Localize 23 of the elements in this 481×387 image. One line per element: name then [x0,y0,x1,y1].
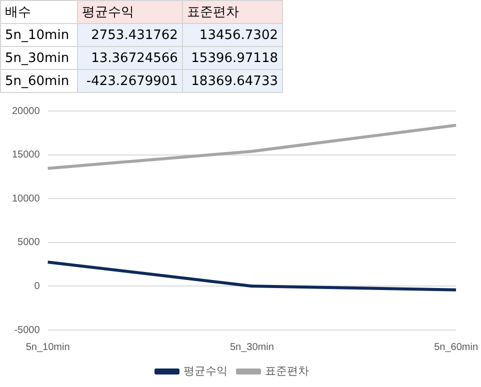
text: 표준편차 [186,5,239,20]
text: 평균수익 [82,5,134,20]
legend-label: 표준편차 [265,366,309,378]
category-label: 5n_60min [5,74,70,88]
text: 13456.7302 [182,24,282,46]
text: 13.36724566 [78,46,182,70]
text: -423.2679901 [78,70,182,92]
text: 2753.431762 [78,24,182,46]
x-tick-label: 5n_10min [26,342,70,353]
x-tick-label: 5n_60min [434,342,478,353]
text: 배수 [0,0,78,24]
y-tick-label: -5000 [14,324,40,336]
y-tick-label: 20000 [12,106,40,117]
y-tick-label: 15000 [12,150,40,161]
x-tick-label: 5n_30min [230,342,274,353]
legend-label: 평균수익 [184,366,228,378]
y-tick-label: 0 [34,280,40,292]
category-label: 5n_30min [5,50,70,66]
category-label: 5n_10min [5,28,70,42]
text: 18369.64733 [182,70,282,92]
y-tick-label: 5000 [18,237,40,248]
y-tick-label: 10000 [12,193,40,204]
text: 15396.97118 [182,46,282,70]
